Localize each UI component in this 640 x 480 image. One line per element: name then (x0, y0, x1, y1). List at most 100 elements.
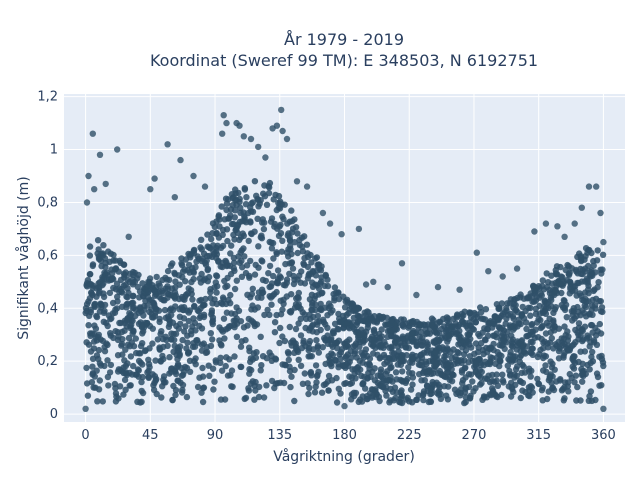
data-point (598, 382, 605, 389)
data-point (185, 261, 193, 269)
data-point (121, 376, 129, 384)
data-point (177, 320, 184, 327)
data-point (161, 297, 168, 304)
data-point (530, 283, 537, 290)
data-point (138, 387, 145, 395)
data-point (306, 384, 313, 392)
data-point (190, 172, 197, 180)
data-point (193, 258, 200, 265)
data-point (279, 127, 286, 135)
data-point (543, 300, 550, 307)
data-point (589, 272, 596, 279)
data-point (333, 339, 340, 346)
data-point (593, 370, 601, 377)
data-point (572, 339, 579, 346)
data-point (561, 306, 569, 314)
data-point (219, 242, 227, 250)
data-point (295, 356, 302, 363)
data-point (508, 338, 515, 345)
data-point (120, 391, 127, 398)
data-point (582, 303, 590, 311)
data-point (499, 273, 506, 280)
data-point (286, 367, 294, 375)
data-point (167, 262, 175, 269)
data-point (106, 258, 113, 265)
data-point (423, 349, 431, 356)
data-point (363, 361, 371, 368)
data-point (294, 230, 301, 237)
data-point (474, 371, 482, 378)
data-point (242, 269, 250, 277)
data-point (116, 319, 123, 327)
data-point (353, 354, 360, 361)
data-point (118, 340, 126, 348)
data-point (174, 347, 181, 354)
data-point (462, 398, 469, 406)
data-point (325, 300, 333, 307)
data-point (301, 233, 308, 240)
data-point (286, 218, 293, 225)
data-point (535, 380, 543, 388)
data-point (348, 379, 356, 387)
data-point (101, 307, 108, 315)
data-point (227, 270, 235, 278)
data-point (238, 273, 246, 280)
data-point (248, 366, 255, 374)
data-point (319, 344, 326, 351)
data-point (528, 320, 536, 328)
data-point (102, 180, 109, 188)
data-point (132, 335, 139, 342)
data-point (317, 300, 324, 308)
data-point (152, 309, 159, 316)
data-point (114, 293, 121, 300)
data-point (225, 296, 232, 304)
data-point (251, 271, 259, 278)
data-point (368, 336, 375, 343)
data-point (207, 330, 214, 337)
data-point (334, 345, 341, 352)
data-point (507, 348, 514, 356)
data-point (312, 362, 320, 369)
data-point (376, 312, 383, 320)
data-point (220, 315, 228, 322)
data-point (188, 290, 195, 298)
data-point (136, 294, 143, 301)
data-point (472, 359, 479, 366)
data-point (146, 308, 153, 316)
data-point (471, 309, 478, 317)
data-point (529, 351, 536, 358)
data-point (315, 261, 323, 268)
data-point (362, 385, 369, 392)
data-point (297, 362, 305, 369)
data-point (185, 309, 192, 316)
data-point (274, 280, 282, 287)
data-point (288, 207, 295, 214)
data-point (279, 213, 286, 220)
data-point (307, 368, 315, 376)
data-point (462, 342, 470, 349)
data-point (285, 356, 292, 364)
data-point (218, 326, 225, 333)
data-point (179, 295, 187, 303)
data-point (183, 393, 191, 401)
data-point (226, 356, 233, 363)
data-point (507, 393, 515, 400)
data-point (179, 381, 187, 389)
chart-title: År 1979 - 2019 (284, 30, 404, 49)
data-point (588, 353, 595, 361)
data-point (85, 341, 93, 348)
data-point (164, 141, 171, 148)
data-point (360, 336, 367, 343)
data-point (413, 291, 420, 299)
data-point (536, 310, 544, 317)
data-point (402, 344, 409, 351)
data-point (590, 339, 598, 346)
data-point (514, 363, 521, 370)
data-point (540, 345, 547, 352)
data-point (179, 268, 187, 275)
data-point (370, 328, 378, 335)
data-point (290, 280, 298, 288)
data-point (181, 328, 188, 335)
data-point (404, 394, 411, 401)
data-point (539, 277, 546, 284)
